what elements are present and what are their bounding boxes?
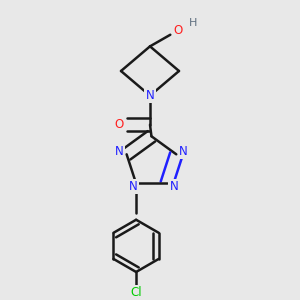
Text: H: H <box>189 18 197 28</box>
Text: O: O <box>173 24 182 37</box>
Text: N: N <box>146 89 154 102</box>
Text: O: O <box>115 118 124 131</box>
Text: N: N <box>115 145 124 158</box>
Text: N: N <box>129 180 138 193</box>
Text: Cl: Cl <box>130 286 142 299</box>
Text: N: N <box>170 180 178 193</box>
Text: N: N <box>179 145 188 158</box>
